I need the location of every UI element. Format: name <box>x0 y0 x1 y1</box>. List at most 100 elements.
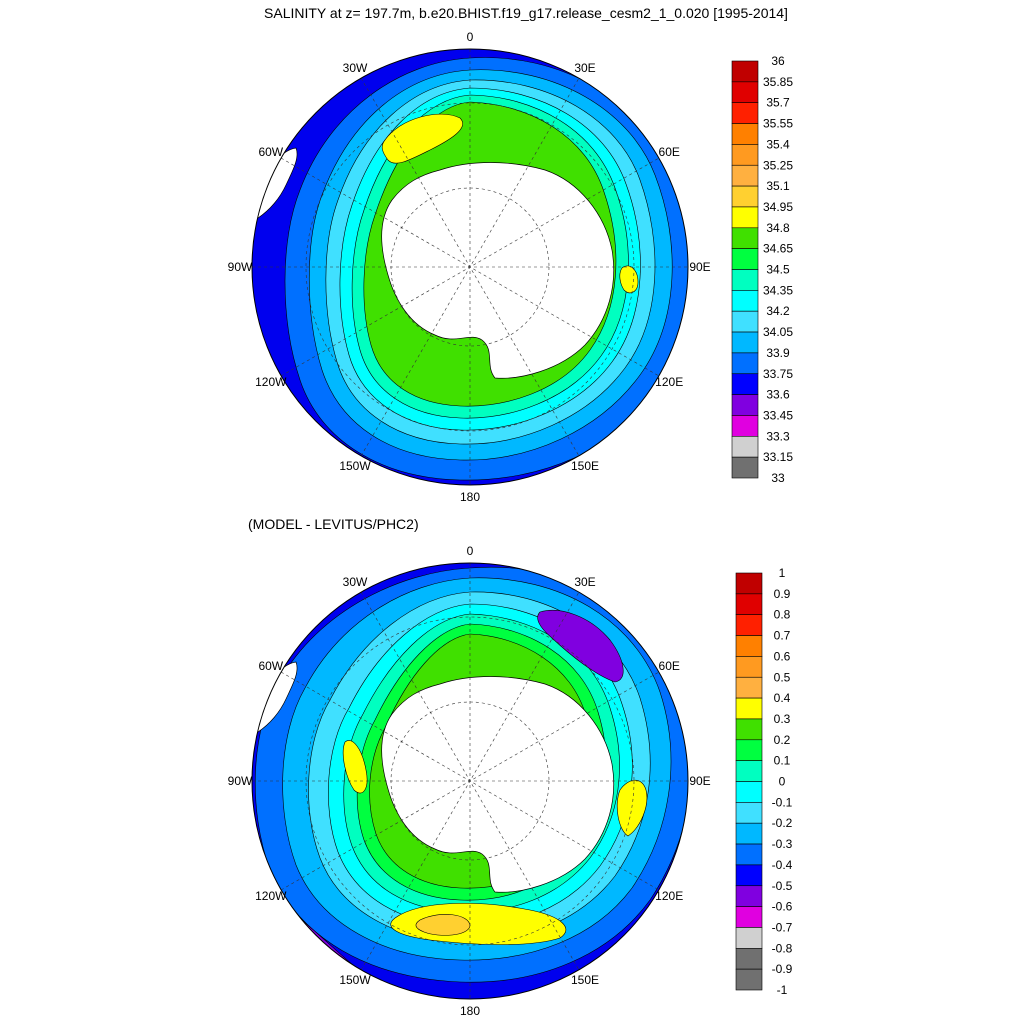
colorbar-label: 1 <box>779 566 786 580</box>
colorbar-box <box>735 635 763 657</box>
colorbar-label: -0.2 <box>772 816 793 830</box>
bottom-patch-0.3-east <box>616 779 648 837</box>
colorbar-box <box>731 60 759 83</box>
colorbar-box <box>735 739 763 761</box>
colorbar-box <box>731 206 759 229</box>
colorbar-box <box>735 843 763 866</box>
colorbar-label: -0.7 <box>772 920 793 934</box>
colorbar-box <box>731 394 759 416</box>
bottom-colorbar: 1 0.9 0.8 0.7 0.6 0.5 0.4 0.3 0.2 0.1 0 -0.1 -0.2 -0.… <box>735 566 793 997</box>
colorbar-box <box>735 697 763 720</box>
bottom-patch-0.3-west <box>342 740 368 794</box>
top-patch-34.8-east <box>619 265 639 294</box>
colorbar-box <box>735 572 763 595</box>
colorbar-box <box>731 185 759 208</box>
colorbar-box <box>735 927 763 949</box>
top-patch-34.8-weddell <box>381 113 463 164</box>
colorbar-label: 34.2 <box>766 304 790 318</box>
colorbar-box <box>735 593 763 615</box>
colorbar-box <box>731 456 759 479</box>
longitude-label-120w: 120W <box>255 375 287 389</box>
longitude-label-90w: 90W <box>228 774 253 788</box>
colorbar-box <box>731 227 759 249</box>
longitude-label-30w: 30W <box>343 61 368 75</box>
colorbar-box <box>735 822 763 845</box>
colorbar-box <box>735 760 763 782</box>
longitude-label-180: 180 <box>460 1004 480 1018</box>
colorbar-box <box>731 373 759 395</box>
longitude-label-30e: 30E <box>574 61 595 75</box>
colorbar-box <box>735 676 763 699</box>
longitude-label-180: 180 <box>460 490 480 504</box>
colorbar-label: -1 <box>777 983 788 997</box>
longitude-label-150w: 150W <box>339 459 371 473</box>
colorbar-box <box>731 310 759 333</box>
colorbar-box <box>735 802 763 824</box>
colorbar-label: 35.55 <box>763 117 793 131</box>
top-panel: SALINITY at z= 197.7m, b.e20.BHIST.f19_g… <box>228 5 794 504</box>
bottom-panel: (MODEL - LEVITUS/PHC2) <box>228 516 793 1018</box>
longitude-label-90w: 90W <box>228 260 253 274</box>
longitude-label-60e: 60E <box>659 145 680 159</box>
colorbar-label: 35.4 <box>766 137 790 151</box>
bottom-antarctica <box>381 676 615 893</box>
top-colorbar: 36 35.85 35.7 35.55 35.4 35.25 35.1 34.95 34.8 34… <box>731 54 793 485</box>
longitude-label-30e: 30E <box>574 575 595 589</box>
colorbar-box <box>731 248 759 270</box>
colorbar-box <box>735 614 763 636</box>
top-title: SALINITY at z= 197.7m, b.e20.BHIST.f19_g… <box>264 5 788 21</box>
colorbar-label: 0.3 <box>774 712 791 726</box>
colorbar-label: 35.1 <box>766 179 790 193</box>
colorbar-label: 34.05 <box>763 325 793 339</box>
colorbar-label: -0.8 <box>772 941 793 955</box>
colorbar-label: 35.85 <box>763 75 793 89</box>
longitude-label-120e: 120E <box>655 375 683 389</box>
longitude-label-60w: 60W <box>258 659 283 673</box>
colorbar-label: 0.4 <box>774 691 791 705</box>
longitude-label-30w: 30W <box>343 575 368 589</box>
colorbar-box <box>731 435 759 458</box>
longitude-label-90e: 90E <box>689 774 710 788</box>
colorbar-label: 0.1 <box>774 754 791 768</box>
colorbar-box <box>735 968 763 991</box>
longitude-label-60w: 60W <box>258 145 283 159</box>
colorbar-box <box>731 331 759 354</box>
colorbar-label: -0.4 <box>772 858 793 872</box>
colorbar-label: 35.7 <box>766 96 790 110</box>
colorbar-box <box>731 123 759 145</box>
bottom-title: (MODEL - LEVITUS/PHC2) <box>248 516 419 532</box>
colorbar-box <box>735 906 763 928</box>
colorbar-label: -0.1 <box>772 795 793 809</box>
colorbar-label: 33.45 <box>763 408 793 422</box>
longitude-label-0: 0 <box>467 30 474 44</box>
longitude-label-0: 0 <box>467 544 474 558</box>
colorbar-label: -0.5 <box>772 879 793 893</box>
colorbar-box <box>735 947 763 970</box>
top-graticule <box>252 49 688 485</box>
top-longitude-labels: 0 30E 60E 90E 120E 150E 180 150W 120W 90W 60W 30W <box>228 30 711 504</box>
colorbar-label: 0.7 <box>774 629 791 643</box>
colorbar-box <box>731 352 759 375</box>
colorbar-label: 34.65 <box>763 242 793 256</box>
colorbar-label: 0 <box>779 775 786 789</box>
colorbar-label: 34.5 <box>766 263 790 277</box>
colorbar-label: -0.9 <box>772 962 793 976</box>
colorbar-label: 33.9 <box>766 346 790 360</box>
colorbar-label: 36 <box>771 54 785 68</box>
colorbar-label: 34.35 <box>763 283 793 297</box>
colorbar-label: 0.8 <box>774 608 791 622</box>
colorbar-box <box>731 144 759 166</box>
colorbar-box <box>731 269 759 291</box>
colorbar-box <box>735 781 763 803</box>
colorbar-box <box>735 718 763 741</box>
colorbar-box <box>735 656 763 678</box>
colorbar-label: 0.9 <box>774 587 791 601</box>
longitude-label-90e: 90E <box>689 260 710 274</box>
colorbar-label: 34.95 <box>763 200 793 214</box>
colorbar-box <box>731 164 759 187</box>
colorbar-label: 33 <box>771 471 785 485</box>
bottom-graticule <box>252 563 688 999</box>
longitude-label-120w: 120W <box>255 889 287 903</box>
longitude-label-150w: 150W <box>339 973 371 987</box>
